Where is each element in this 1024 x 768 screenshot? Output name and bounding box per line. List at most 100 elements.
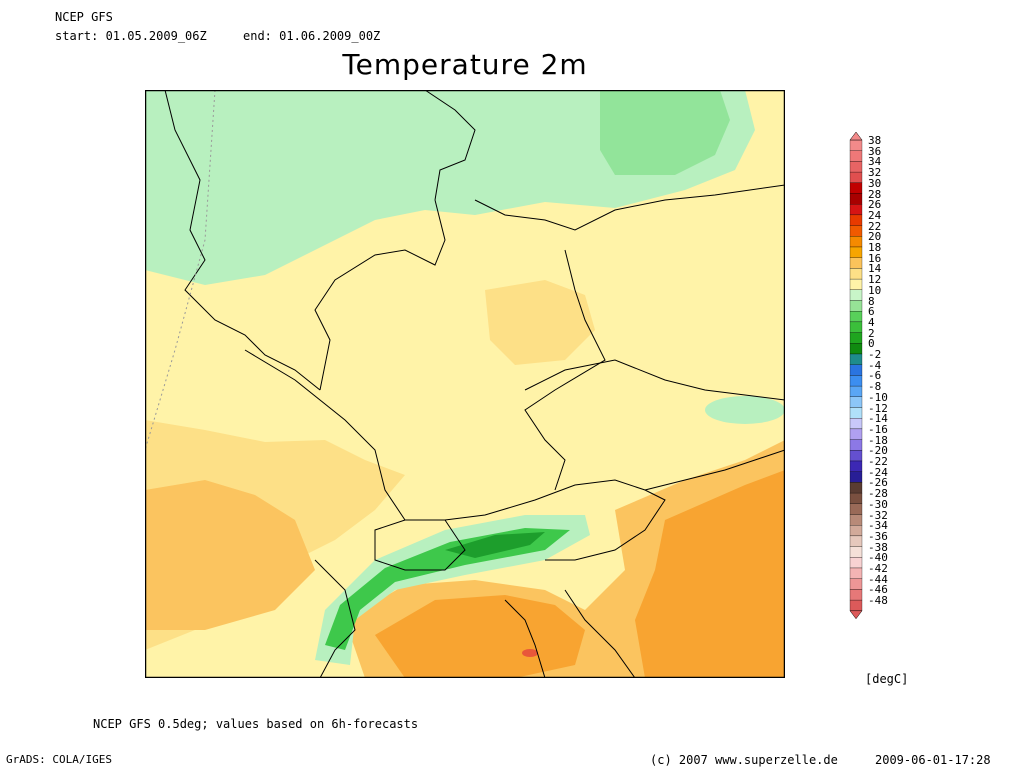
colorbar-label: 16 xyxy=(868,251,882,265)
colorbar-label: 24 xyxy=(868,208,882,222)
colorbar-label: -48 xyxy=(868,594,888,608)
coastline-baltic xyxy=(474,184,785,231)
colorbar-label: 36 xyxy=(868,144,882,158)
border-italy xyxy=(314,559,356,678)
colorbar-label: -2 xyxy=(868,348,882,361)
colorbar-label: -14 xyxy=(868,412,888,426)
colorbar-label: 18 xyxy=(868,241,882,254)
colorbar-swatch xyxy=(849,268,863,280)
colorbar-swatch xyxy=(849,514,863,526)
colorbar-label: 26 xyxy=(868,198,882,212)
colorbar-label: 2 xyxy=(868,326,875,340)
colorbar-swatch xyxy=(849,182,863,194)
map-frame xyxy=(145,90,785,678)
colorbar-label: 12 xyxy=(868,273,882,287)
colorbar-label: -40 xyxy=(868,551,888,565)
colorbar-swatch xyxy=(849,535,863,547)
end-time-label: end: 01.06.2009_00Z xyxy=(243,29,381,43)
colorbar-label: -46 xyxy=(868,583,888,597)
colorbar-label: -4 xyxy=(868,358,882,372)
colorbar-label: -32 xyxy=(868,508,888,522)
colorbar-swatch xyxy=(849,204,863,216)
coastline-netherlands xyxy=(314,199,446,391)
colorbar-label: 0 xyxy=(868,337,875,351)
colorbar-swatch xyxy=(849,503,863,515)
colorbar-label: -22 xyxy=(868,455,888,468)
colorbar-swatch xyxy=(849,225,863,237)
colorbar-label: -10 xyxy=(868,390,888,404)
colorbar-swatch xyxy=(849,439,863,451)
colorbar-label: -18 xyxy=(868,433,888,447)
colorbar-swatch xyxy=(849,589,863,601)
carpathian-cool-spot xyxy=(705,396,785,424)
colorbar-label: -30 xyxy=(868,497,888,511)
colorbar-label: -16 xyxy=(868,422,888,436)
colorbar-swatch xyxy=(849,332,863,344)
alps-dark-band xyxy=(445,532,545,558)
colorbar-swatch xyxy=(849,214,863,226)
colorbar-swatch xyxy=(849,236,863,248)
colorbar-label: 32 xyxy=(868,166,882,180)
colorbar-swatch xyxy=(849,428,863,440)
colorbar-label: 20 xyxy=(868,230,882,244)
border-switzerland xyxy=(374,519,466,571)
colorbar-swatch xyxy=(849,139,863,151)
colorbar-label: -28 xyxy=(868,487,888,501)
colorbar-label: 34 xyxy=(868,155,882,169)
hot-spot xyxy=(522,649,538,657)
colorbar-swatch xyxy=(849,193,863,205)
colorbar-label: 8 xyxy=(868,294,875,308)
colorbar-label: -38 xyxy=(868,540,888,554)
temperature-map xyxy=(145,90,785,678)
colorbar-swatch xyxy=(849,375,863,387)
colorbar xyxy=(849,131,863,620)
colorbar-swatch xyxy=(849,407,863,419)
colorbar-swatch xyxy=(849,257,863,269)
scandinavia-cool-region xyxy=(600,90,730,175)
software-credit: GrADS: COLA/IGES xyxy=(6,753,112,766)
colorbar-swatch xyxy=(849,460,863,472)
colorbar-label: 4 xyxy=(868,315,875,329)
border-hungary xyxy=(644,449,785,491)
colorbar-label: -36 xyxy=(868,529,888,543)
colorbar-swatch xyxy=(849,311,863,323)
colorbar-swatch xyxy=(849,343,863,355)
colorbar-swatch xyxy=(849,246,863,258)
colorbar-swatch xyxy=(849,418,863,430)
central-warm-patch xyxy=(485,280,595,365)
colorbar-label: -6 xyxy=(868,369,882,383)
colorbar-label: 10 xyxy=(868,283,882,297)
colorbar-swatch xyxy=(849,525,863,537)
southeast-hot-region xyxy=(635,470,785,678)
colorbar-label: -8 xyxy=(868,380,882,394)
coastline-north-sea xyxy=(164,90,321,391)
colorbar-swatch xyxy=(849,578,863,590)
timestamp: 2009-06-01-17:28 xyxy=(875,753,991,767)
colorbar-label: 30 xyxy=(868,176,882,190)
colorbar-swatch xyxy=(849,353,863,365)
colorbar-label: -12 xyxy=(868,401,888,415)
west-orange-patch xyxy=(145,480,315,630)
colorbar-label: -44 xyxy=(868,572,888,586)
colorbar-swatch xyxy=(849,450,863,462)
italy-hot-region xyxy=(375,595,585,678)
chart-title: Temperature 2m xyxy=(342,48,588,81)
colorbar-swatch xyxy=(849,150,863,162)
colorbar-unit: [degC] xyxy=(865,672,909,686)
colorbar-swatch xyxy=(849,364,863,376)
border-czech xyxy=(524,359,785,401)
colorbar-swatch xyxy=(849,557,863,569)
coastline-italy-east xyxy=(504,599,546,678)
colorbar-swatch xyxy=(849,567,863,579)
border-france-germany xyxy=(244,349,406,521)
model-label: NCEP GFS xyxy=(55,10,113,24)
colorbar-swatch xyxy=(849,278,863,290)
colorbar-swatch xyxy=(849,300,863,312)
colorbar-swatch xyxy=(849,321,863,333)
colorbar-label: 6 xyxy=(868,305,875,319)
start-time-label: start: 01.05.2009_06Z xyxy=(55,29,207,43)
footer-note: NCEP GFS 0.5deg; values based on 6h-fore… xyxy=(93,717,419,731)
colorbar-swatch xyxy=(849,546,863,558)
copyright: (c) 2007 www.superzelle.de xyxy=(650,753,838,767)
colorbar-label: -20 xyxy=(868,444,888,458)
